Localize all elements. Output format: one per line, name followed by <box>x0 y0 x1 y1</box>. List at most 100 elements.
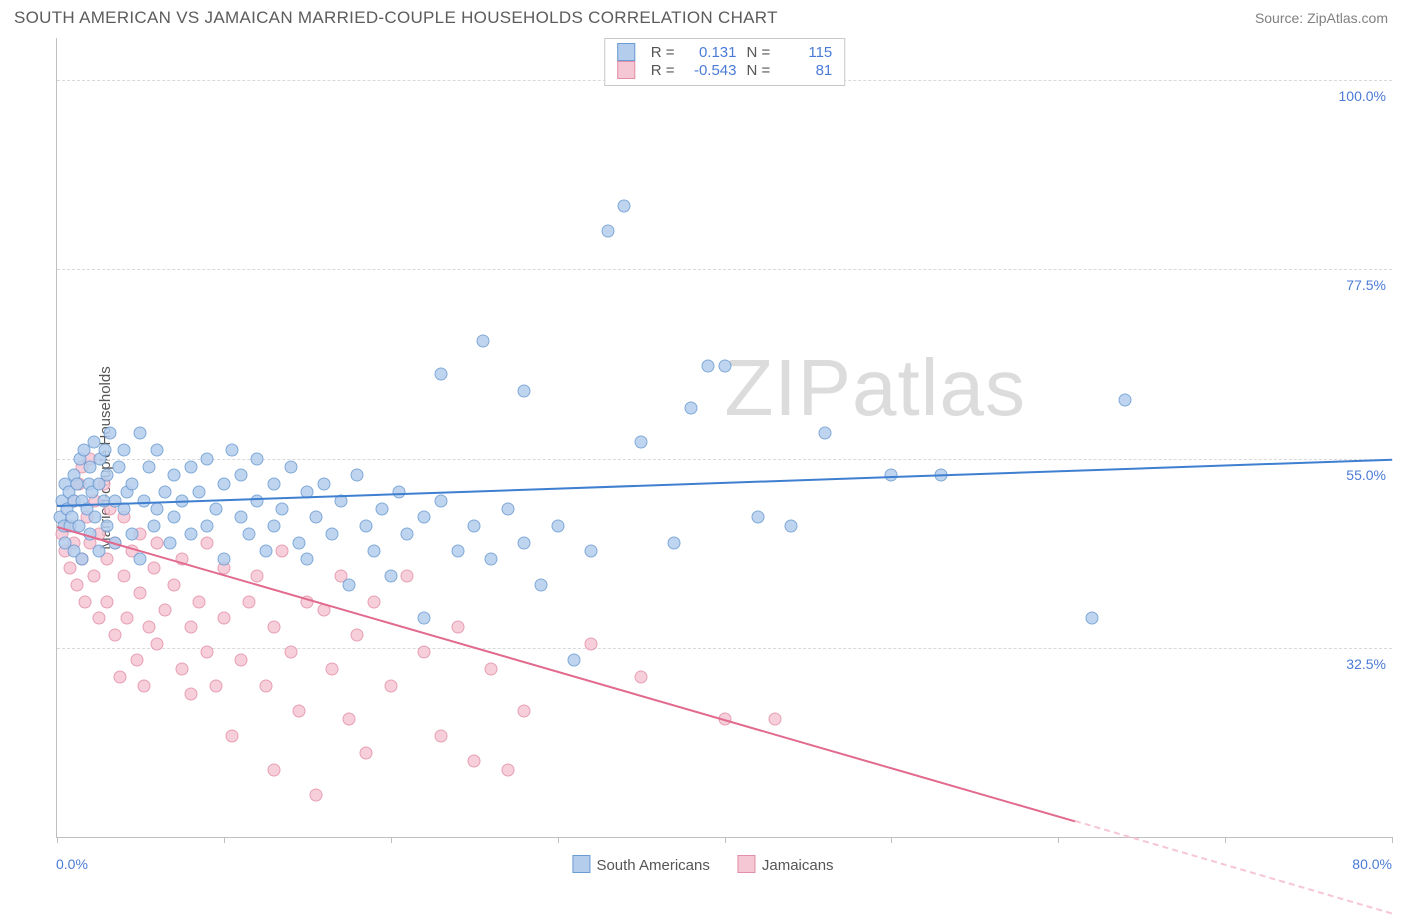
data-point <box>112 460 125 473</box>
data-point <box>234 654 247 667</box>
data-point <box>167 511 180 524</box>
data-point <box>192 595 205 608</box>
r-label: R = <box>651 62 675 79</box>
data-point <box>568 654 581 667</box>
y-tick-label: 32.5% <box>1346 656 1386 672</box>
n-value: 115 <box>780 44 832 61</box>
correlation-legend: R = 0.131 N = 115 R = -0.543 N = 81 <box>604 38 846 86</box>
trend-line-extrapolated <box>1075 820 1393 914</box>
legend-label: South Americans <box>596 857 709 874</box>
data-point <box>451 620 464 633</box>
data-point <box>134 587 147 600</box>
data-point <box>192 486 205 499</box>
data-point <box>284 460 297 473</box>
data-point <box>121 612 134 625</box>
data-point <box>351 469 364 482</box>
data-point <box>251 452 264 465</box>
chart-container: Married-couple Households R = 0.131 N = … <box>14 38 1392 878</box>
data-point <box>142 620 155 633</box>
data-point <box>518 536 531 549</box>
n-label: N = <box>747 62 771 79</box>
data-point <box>217 553 230 566</box>
chart-header: SOUTH AMERICAN VS JAMAICAN MARRIED-COUPL… <box>0 0 1406 34</box>
corr-row-0: R = 0.131 N = 115 <box>617 43 833 61</box>
data-point <box>359 519 372 532</box>
n-label: N = <box>747 44 771 61</box>
data-point <box>137 494 150 507</box>
data-point <box>201 519 214 532</box>
data-point <box>501 763 514 776</box>
data-point <box>292 536 305 549</box>
data-point <box>114 671 127 684</box>
data-point <box>234 469 247 482</box>
data-point <box>635 435 648 448</box>
data-point <box>384 679 397 692</box>
data-point <box>259 679 272 692</box>
source-link[interactable]: ZipAtlas.com <box>1307 10 1388 26</box>
data-point <box>501 503 514 516</box>
data-point <box>99 444 112 457</box>
data-point <box>468 755 481 768</box>
series-legend: South Americans Jamaicans <box>572 855 833 874</box>
data-point <box>126 528 139 541</box>
x-tick <box>891 837 892 843</box>
data-point <box>585 637 598 650</box>
data-point <box>276 503 289 516</box>
data-point <box>309 511 322 524</box>
data-point <box>109 629 122 642</box>
data-point <box>234 511 247 524</box>
data-point <box>451 545 464 558</box>
swatch-icon <box>617 43 635 61</box>
source-prefix: Source: <box>1255 10 1307 26</box>
data-point <box>134 553 147 566</box>
data-point <box>418 511 431 524</box>
data-point <box>126 477 139 490</box>
data-point <box>326 528 339 541</box>
data-point <box>87 570 100 583</box>
data-point <box>92 545 105 558</box>
data-point <box>418 612 431 625</box>
data-point <box>64 561 77 574</box>
x-tick <box>1225 837 1226 843</box>
data-point <box>242 595 255 608</box>
y-tick-label: 100.0% <box>1339 88 1386 104</box>
data-point <box>101 469 114 482</box>
data-point <box>89 511 102 524</box>
data-point <box>292 704 305 717</box>
data-point <box>276 545 289 558</box>
data-point <box>226 444 239 457</box>
gridline <box>57 269 1392 270</box>
swatch-icon <box>572 855 590 873</box>
data-point <box>267 519 280 532</box>
watermark: ZIPatlas <box>725 342 1026 434</box>
data-point <box>343 713 356 726</box>
data-point <box>551 519 564 532</box>
data-point <box>484 553 497 566</box>
data-point <box>768 713 781 726</box>
data-point <box>267 763 280 776</box>
data-point <box>326 662 339 675</box>
data-point <box>401 570 414 583</box>
data-point <box>401 528 414 541</box>
data-point <box>434 368 447 381</box>
chart-source: Source: ZipAtlas.com <box>1255 10 1388 26</box>
data-point <box>159 486 172 499</box>
data-point <box>159 603 172 616</box>
x-axis-min-label: 0.0% <box>56 856 88 872</box>
y-tick-label: 55.0% <box>1346 467 1386 483</box>
data-point <box>518 385 531 398</box>
chart-title: SOUTH AMERICAN VS JAMAICAN MARRIED-COUPL… <box>14 8 778 28</box>
data-point <box>434 494 447 507</box>
data-point <box>117 444 130 457</box>
x-axis-max-label: 80.0% <box>1352 856 1392 872</box>
data-point <box>343 578 356 591</box>
legend-item-0: South Americans <box>572 855 709 874</box>
x-tick <box>57 837 58 843</box>
data-point <box>242 528 255 541</box>
y-tick-label: 77.5% <box>1346 277 1386 293</box>
data-point <box>147 561 160 574</box>
data-point <box>134 427 147 440</box>
data-point <box>251 494 264 507</box>
data-point <box>209 503 222 516</box>
data-point <box>668 536 681 549</box>
